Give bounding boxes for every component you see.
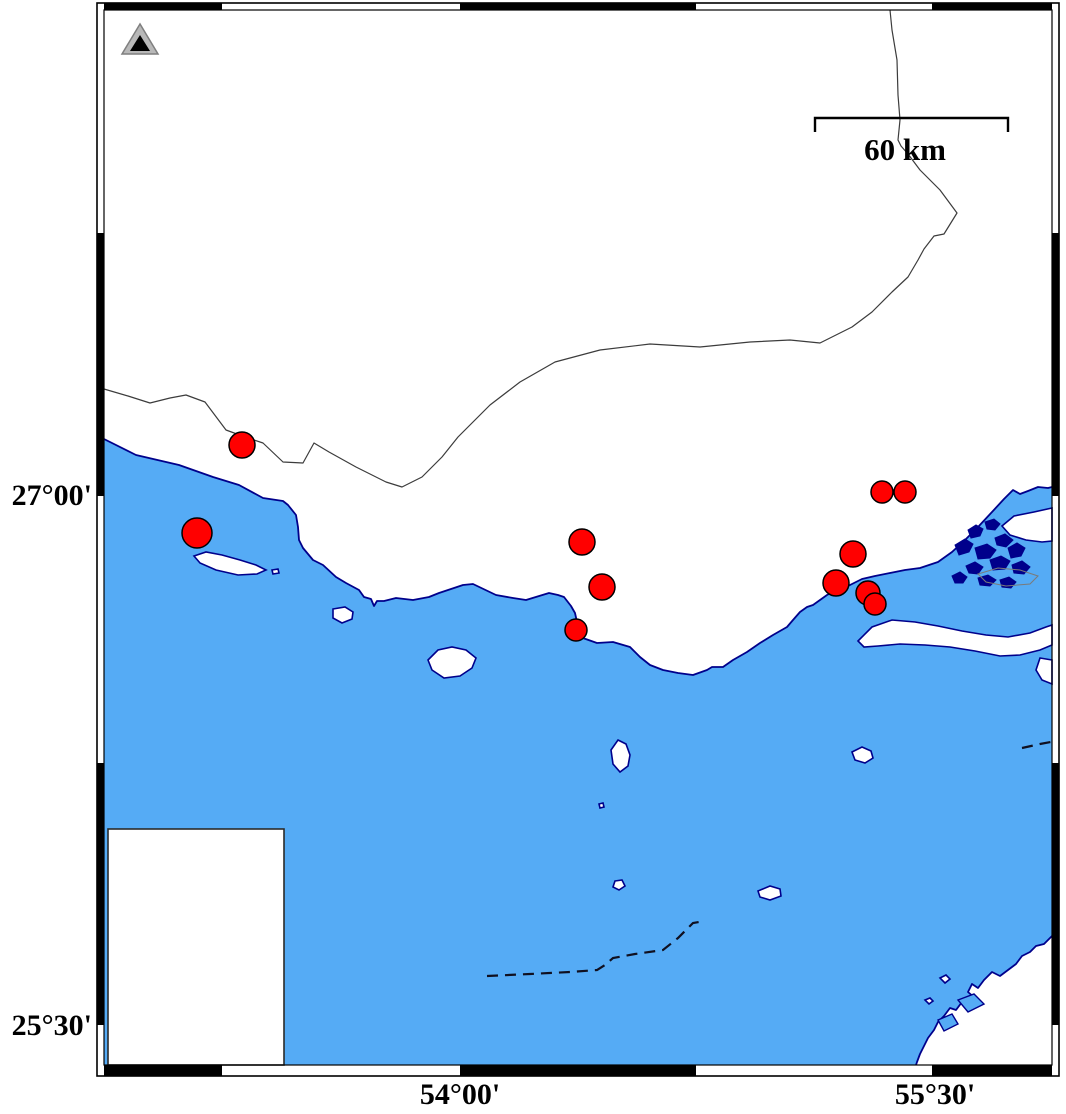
lat-label-27-00: 27°00' — [11, 479, 92, 512]
epicenter-marker — [870, 480, 894, 504]
mangrove-patch — [994, 533, 1014, 548]
maritime-dashed-line — [1021, 739, 1057, 750]
maritime-dashed-line — [486, 919, 706, 978]
island — [332, 606, 354, 624]
epicenter-marker — [568, 528, 596, 556]
epicenter-marker — [181, 517, 213, 549]
frame-tick-bottom — [104, 1065, 222, 1076]
boundary-line — [103, 9, 958, 488]
island — [610, 738, 631, 774]
lon-label-55-30: 55°30' — [894, 1078, 976, 1111]
frame-tick-top — [460, 3, 696, 10]
island — [1035, 657, 1053, 686]
mangrove-patch — [967, 524, 984, 539]
scale-bar-label: 60 km — [864, 132, 946, 167]
epicenter-marker — [588, 573, 616, 601]
mangrove-patch — [1011, 560, 1031, 575]
tidal-flat-outline — [977, 567, 1039, 587]
island — [192, 551, 268, 576]
mangrove-patch — [984, 518, 1001, 531]
frame-tick-top — [932, 3, 1052, 10]
epicenter-marker — [839, 540, 867, 568]
inset-box — [107, 828, 285, 1066]
mangrove-patch — [974, 543, 997, 560]
mangrove-patch — [965, 561, 984, 575]
lon-label-54-00: 54°00' — [419, 1078, 501, 1111]
island — [598, 802, 605, 809]
epicenter-marker — [863, 592, 887, 616]
mangrove-patch — [951, 571, 968, 584]
island — [1000, 507, 1053, 543]
epicenter-marker — [564, 618, 588, 642]
epicenter-marker — [822, 569, 850, 597]
island — [923, 997, 935, 1006]
island — [938, 974, 952, 985]
epicenter-marker — [893, 480, 917, 504]
sea-fill — [104, 439, 1052, 1065]
mangrove-patch — [954, 538, 974, 556]
island — [271, 568, 280, 575]
frame-tick-bottom — [932, 1065, 1052, 1076]
frame-tick-right — [1052, 233, 1059, 496]
mangrove-patch — [989, 555, 1011, 571]
island — [850, 746, 874, 764]
coastline — [103, 438, 1053, 676]
frame-tick-left — [97, 763, 104, 1025]
frame-tick-right — [1052, 763, 1059, 1025]
mangrove-patch — [1007, 542, 1026, 559]
fjord-inlet — [956, 993, 986, 1013]
frame-tick-top — [104, 3, 222, 10]
frame-tick-left — [97, 233, 104, 496]
island — [427, 646, 477, 679]
island — [757, 885, 782, 901]
frame-tick-bottom — [460, 1065, 696, 1076]
station-triangle-inner-icon — [130, 35, 150, 51]
island — [612, 879, 627, 891]
scale-bar — [813, 116, 1010, 132]
epicenter-marker — [228, 431, 256, 459]
fjord-inlet — [937, 1013, 959, 1032]
lat-label-25-30: 25°30' — [11, 1009, 92, 1042]
